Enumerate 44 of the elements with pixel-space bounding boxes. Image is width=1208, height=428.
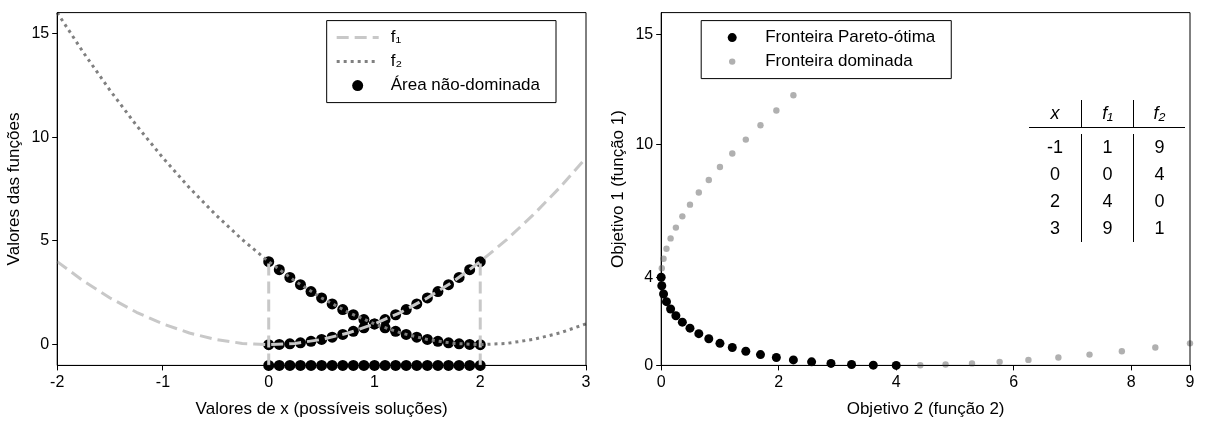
y-axis-title: Objetivo 1 (função 1) xyxy=(607,110,627,268)
legend-label: Fronteira Pareto-ótima xyxy=(765,27,936,47)
annotation: 0 xyxy=(1133,188,1185,215)
annotation: -1 xyxy=(1046,136,1064,159)
x-tick-label: 9 xyxy=(1185,373,1195,391)
x-tick-label: 1 xyxy=(370,373,380,391)
y-tick-label: 15 xyxy=(635,25,654,43)
x-tick-label: 3 xyxy=(581,373,591,391)
annotation: 0 xyxy=(1081,161,1133,188)
annotation: 0 xyxy=(1049,163,1061,186)
annotation: 1 xyxy=(1081,134,1133,161)
annotation: 9 xyxy=(1133,134,1185,161)
y-axis-title: Valores das funções xyxy=(3,112,23,266)
y-tick-label: 15 xyxy=(31,23,50,41)
y-tick-label: 10 xyxy=(635,135,654,153)
annotation: 3 xyxy=(1049,217,1061,240)
annotation: f₁ xyxy=(1081,100,1133,128)
y-tick-label: 10 xyxy=(31,127,50,145)
annotation: 2 xyxy=(1049,190,1061,213)
x-axis-title: Objetivo 2 (função 2) xyxy=(846,399,1005,419)
legend-label: Área não-dominada xyxy=(390,75,541,95)
x-tick-label: 0 xyxy=(264,373,274,391)
annotation: 9 xyxy=(1081,215,1133,242)
x-axis-title: Valores de x (possíveis soluções) xyxy=(195,399,448,419)
legend-label: Fronteira dominada xyxy=(765,51,914,71)
legend-label: f₂ xyxy=(390,51,403,71)
x-tick-label: 2 xyxy=(475,373,485,391)
x-tick-label: 4 xyxy=(891,373,901,391)
x-tick-label: 8 xyxy=(1126,373,1136,391)
annotation: x xyxy=(1029,100,1081,128)
y-tick-label: 0 xyxy=(644,355,654,373)
y-tick-label: 0 xyxy=(40,335,50,353)
x-tick-label: 0 xyxy=(656,373,666,391)
y-tick-label: 4 xyxy=(644,267,654,285)
x-tick-label: 2 xyxy=(774,373,784,391)
annotation: f₂ xyxy=(1133,100,1185,128)
legend-label: f₁ xyxy=(390,27,402,47)
x-tick-label: 6 xyxy=(1009,373,1019,391)
x-tick-label: -2 xyxy=(50,373,65,391)
annotation: 1 xyxy=(1133,215,1185,242)
annotation: 4 xyxy=(1133,161,1185,188)
annotation: 4 xyxy=(1081,188,1133,215)
x-tick-label: -1 xyxy=(155,373,171,391)
y-tick-label: 5 xyxy=(40,231,50,249)
